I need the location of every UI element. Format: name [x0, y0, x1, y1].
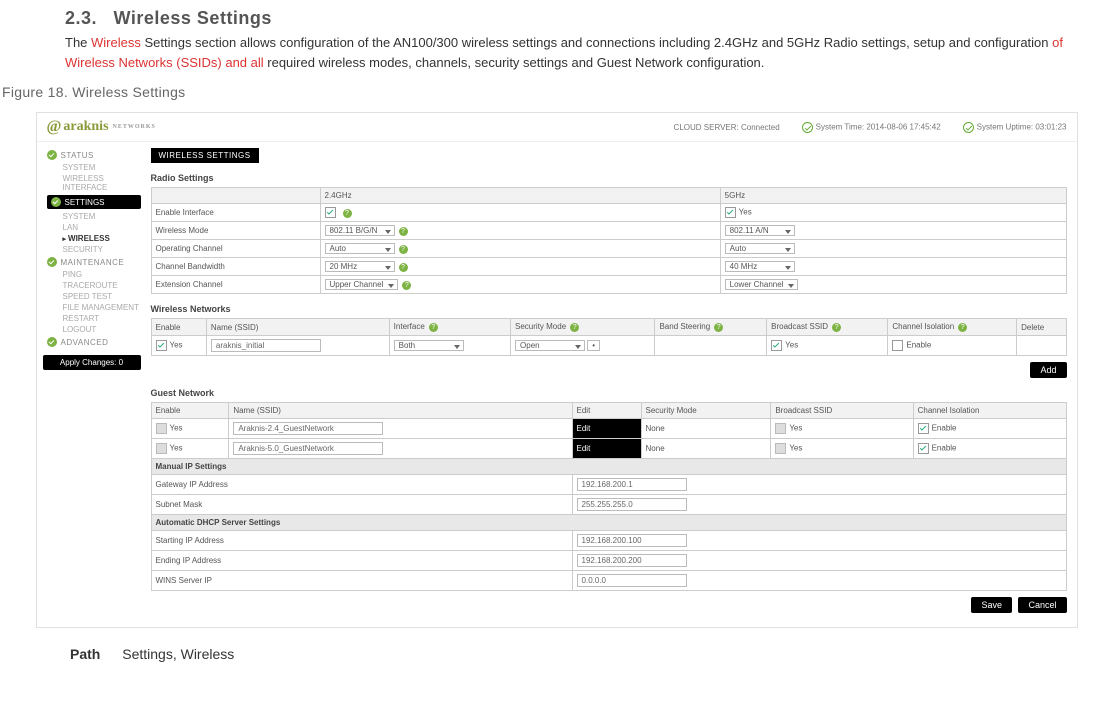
sidebar: STATUS SYSTEM WIRELESS INTERFACE SETTING… — [37, 142, 145, 627]
ip-input[interactable]: 255.255.255.0 — [577, 498, 687, 511]
security-detail[interactable]: • — [587, 340, 600, 351]
cancel-button[interactable]: Cancel — [1018, 597, 1066, 613]
main-panel: WIRELESS SETTINGS Radio Settings 2.4GHz5… — [145, 142, 1077, 627]
topbar: @ araknis NETWORKS CLOUD SERVER: Connect… — [37, 113, 1077, 142]
section-number: 2.3. — [65, 8, 97, 28]
edit-button[interactable]: Edit — [572, 419, 641, 439]
select[interactable]: 40 MHz — [725, 261, 795, 272]
help-icon[interactable]: ? — [399, 263, 408, 272]
sidebar-item[interactable]: SYSTEM — [37, 162, 145, 173]
path-label: Path — [70, 646, 100, 662]
checkbox[interactable] — [156, 443, 167, 454]
guest-table: Enable Name (SSID) Edit Security Mode Br… — [151, 402, 1067, 591]
path-row: Path Settings, Wireless — [0, 646, 1113, 662]
sidebar-item[interactable]: LAN — [37, 222, 145, 233]
help-icon[interactable]: ? — [958, 323, 967, 332]
checkbox[interactable] — [918, 423, 929, 434]
help-icon[interactable]: ? — [429, 323, 438, 332]
check-icon — [47, 337, 57, 347]
cloud-status: CLOUD SERVER: Connected — [674, 123, 780, 132]
checkbox[interactable] — [156, 423, 167, 434]
help-icon[interactable]: ? — [570, 323, 579, 332]
help-icon[interactable]: ? — [832, 323, 841, 332]
sidebar-item[interactable]: LOGOUT — [37, 324, 145, 335]
check-icon — [51, 197, 61, 207]
select[interactable]: Open — [515, 340, 585, 351]
checkbox[interactable] — [156, 340, 167, 351]
checkbox[interactable] — [775, 423, 786, 434]
sidebar-item[interactable]: SYSTEM — [37, 211, 145, 222]
checkbox[interactable] — [725, 207, 736, 218]
help-icon[interactable]: ? — [402, 281, 411, 290]
sidebar-item[interactable]: TRACEROUTE — [37, 280, 145, 291]
sidebar-group-advanced[interactable]: ADVANCED — [37, 335, 145, 349]
check-icon — [47, 150, 57, 160]
edit-button[interactable]: Edit — [572, 439, 641, 459]
checkbox[interactable] — [918, 443, 929, 454]
help-icon[interactable]: ? — [399, 227, 408, 236]
section-title: 2.3. Wireless Settings — [65, 8, 1073, 29]
logo: @ araknis NETWORKS — [47, 118, 156, 136]
checkbox[interactable] — [892, 340, 903, 351]
help-icon[interactable]: ? — [343, 209, 352, 218]
system-time: System Time: 2014-08-06 17:45:42 — [802, 122, 941, 133]
select[interactable]: 20 MHz — [325, 261, 395, 272]
figure-caption: Figure 18. Wireless Settings — [2, 84, 1113, 100]
ssid-input[interactable]: araknis_initial — [211, 339, 321, 352]
ip-input[interactable]: 192.168.200.1 — [577, 478, 687, 491]
help-icon[interactable]: ? — [714, 323, 723, 332]
ip-input[interactable]: 192.168.200.100 — [577, 534, 687, 547]
section-body: The Wireless Settings section allows con… — [65, 33, 1073, 72]
sidebar-item[interactable]: WIRELESS INTERFACE — [37, 173, 145, 193]
sidebar-item[interactable]: SECURITY — [37, 244, 145, 255]
sidebar-group-settings[interactable]: SETTINGS — [47, 195, 141, 209]
sidebar-group-status[interactable]: STATUS — [37, 148, 145, 162]
page-tag: WIRELESS SETTINGS — [151, 148, 259, 163]
help-icon[interactable]: ? — [399, 245, 408, 254]
networks-title: Wireless Networks — [151, 304, 1067, 314]
section-title-text: Wireless Settings — [114, 8, 272, 28]
select[interactable]: 802.11 B/G/N — [325, 225, 395, 236]
select[interactable]: 802.11 A/N — [725, 225, 795, 236]
sidebar-item[interactable]: RESTART — [37, 313, 145, 324]
checkbox[interactable] — [771, 340, 782, 351]
sidebar-group-maintenance[interactable]: MAINTENANCE — [37, 255, 145, 269]
select[interactable]: Both — [394, 340, 464, 351]
radio-table: 2.4GHz5GHz Enable Interface ? Yes Wirele… — [151, 187, 1067, 294]
select[interactable]: Upper Channel — [325, 279, 399, 290]
sidebar-item-wireless[interactable]: WIRELESS — [37, 233, 145, 244]
select[interactable]: Auto — [325, 243, 395, 254]
screenshot: @ araknis NETWORKS CLOUD SERVER: Connect… — [36, 112, 1078, 628]
sidebar-item[interactable]: PING — [37, 269, 145, 280]
check-icon — [47, 257, 57, 267]
apply-changes-button[interactable]: Apply Changes: 0 — [43, 355, 141, 370]
ssid-input[interactable]: Araknis-5.0_GuestNetwork — [233, 442, 383, 455]
ip-input[interactable]: 0.0.0.0 — [577, 574, 687, 587]
path-value: Settings, Wireless — [122, 646, 234, 662]
sidebar-item[interactable]: SPEED TEST — [37, 291, 145, 302]
sidebar-item[interactable]: FILE MANAGEMENT — [37, 302, 145, 313]
logo-icon: @ — [47, 118, 62, 136]
ip-input[interactable]: 192.168.200.200 — [577, 554, 687, 567]
networks-table: Enable Name (SSID) Interface? Security M… — [151, 318, 1067, 356]
checkbox[interactable] — [325, 207, 336, 218]
save-button[interactable]: Save — [971, 597, 1012, 613]
system-uptime: System Uptime: 03:01:23 — [963, 122, 1067, 133]
add-button[interactable]: Add — [1030, 362, 1066, 378]
select[interactable]: Lower Channel — [725, 279, 799, 290]
ssid-input[interactable]: Araknis-2.4_GuestNetwork — [233, 422, 383, 435]
radio-title: Radio Settings — [151, 173, 1067, 183]
select[interactable]: Auto — [725, 243, 795, 254]
checkbox[interactable] — [775, 443, 786, 454]
guest-title: Guest Network — [151, 388, 1067, 398]
